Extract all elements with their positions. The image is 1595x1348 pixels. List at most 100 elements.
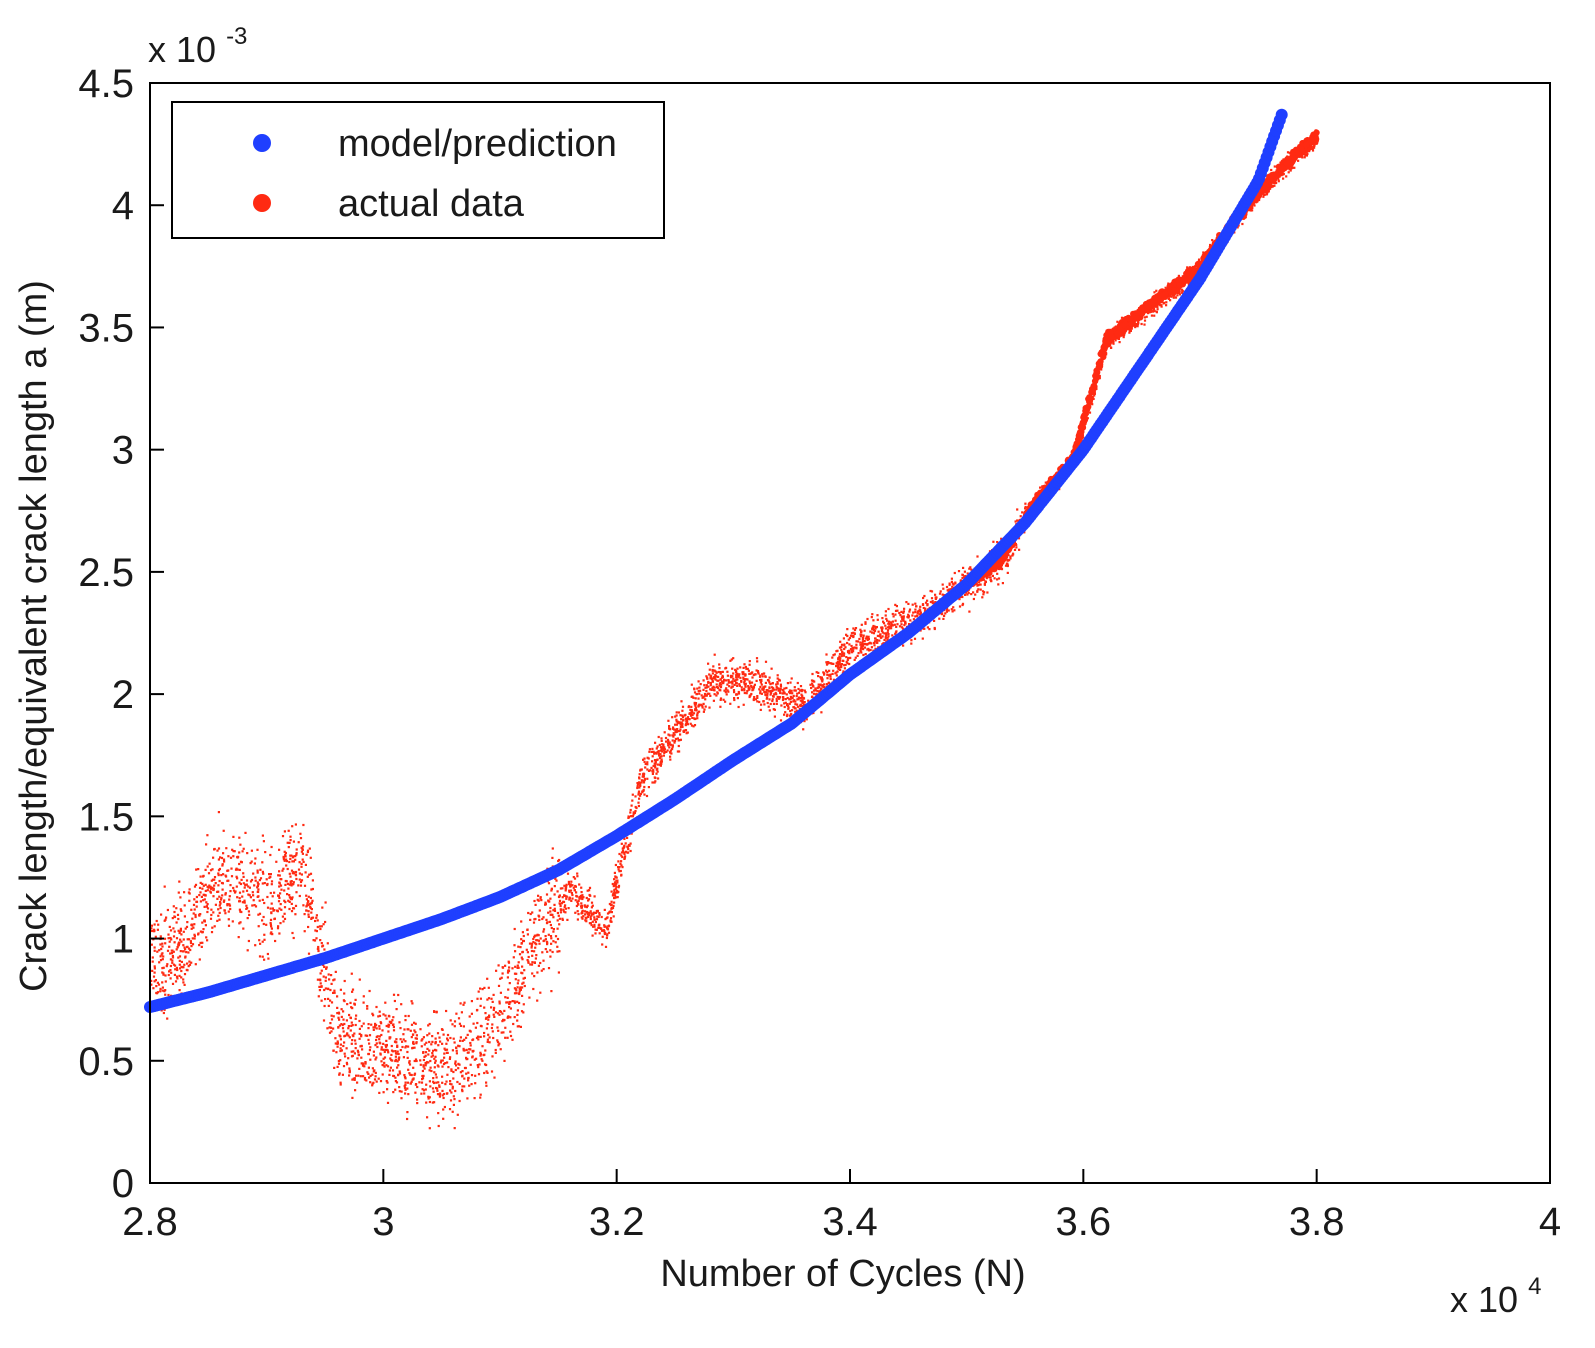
actual-data-point — [227, 869, 230, 872]
actual-data-point — [801, 694, 804, 697]
actual-data-point — [1111, 339, 1115, 342]
actual-data-point — [332, 979, 335, 982]
actual-data-point — [168, 940, 171, 943]
actual-data-point — [443, 1047, 446, 1050]
actual-data-point — [1147, 312, 1150, 315]
actual-data-point — [509, 1030, 512, 1033]
actual-data-point — [188, 938, 191, 941]
actual-data-point — [302, 823, 305, 827]
actual-data-point — [229, 884, 232, 887]
actual-data-point — [336, 1040, 339, 1043]
actual-data-point — [576, 872, 579, 875]
actual-data-point — [506, 1001, 509, 1004]
actual-data-point — [486, 1022, 489, 1026]
actual-data-point — [1153, 314, 1156, 317]
actual-data-point — [213, 878, 216, 881]
actual-data-point — [1297, 159, 1300, 162]
actual-data-point — [657, 735, 660, 739]
actual-data-point — [162, 966, 165, 969]
actual-data-point — [694, 704, 697, 708]
actual-data-point — [178, 963, 181, 966]
actual-data-point — [173, 930, 176, 933]
actual-data-point — [686, 723, 689, 726]
actual-data-point — [982, 578, 985, 581]
actual-data-point — [253, 862, 256, 865]
actual-data-point — [311, 887, 314, 891]
actual-data-point — [520, 942, 523, 945]
actual-data-point — [459, 1024, 463, 1027]
actual-data-point — [738, 683, 741, 686]
actual-data-point — [885, 633, 888, 636]
actual-data-point — [581, 894, 584, 897]
actual-data-point — [902, 644, 905, 647]
actual-data-point — [680, 700, 683, 703]
actual-data-point — [848, 662, 851, 666]
actual-data-point — [222, 858, 226, 861]
actual-data-point — [351, 1039, 354, 1042]
actual-data-point — [429, 1066, 432, 1069]
actual-data-point — [664, 736, 668, 740]
actual-data-point — [179, 938, 182, 941]
actual-data-point — [924, 608, 927, 611]
actual-data-point — [1004, 564, 1008, 567]
actual-data-point — [780, 704, 783, 707]
actual-data-point — [655, 768, 658, 771]
actual-data-point — [337, 1011, 340, 1014]
actual-data-point — [189, 941, 193, 945]
actual-data-point — [442, 1092, 445, 1096]
actual-data-point — [751, 676, 754, 679]
actual-data-point — [309, 856, 312, 859]
actual-data-point — [449, 1019, 452, 1022]
actual-data-point — [323, 948, 326, 951]
actual-data-point — [436, 1032, 440, 1035]
actual-data-point — [160, 1009, 163, 1012]
actual-data-point — [549, 923, 552, 927]
actual-data-point — [173, 910, 176, 914]
actual-data-point — [175, 921, 178, 924]
actual-data-point — [594, 911, 598, 914]
actual-data-point — [235, 875, 238, 878]
actual-data-point — [742, 676, 745, 679]
actual-data-point — [846, 634, 849, 638]
actual-data-point — [779, 685, 783, 688]
actual-data-point — [485, 1063, 488, 1067]
actual-data-point — [880, 629, 884, 632]
actual-data-point — [1150, 314, 1153, 317]
actual-data-point — [368, 1076, 371, 1079]
actual-data-point — [273, 891, 276, 894]
actual-data-point — [586, 904, 589, 907]
actual-data-point — [437, 1081, 440, 1084]
actual-data-point — [470, 1083, 473, 1086]
actual-data-point — [568, 898, 571, 901]
actual-data-point — [550, 937, 553, 940]
actual-data-point — [745, 678, 748, 681]
actual-data-point — [856, 654, 859, 657]
actual-data-point — [859, 650, 862, 653]
actual-data-point — [165, 965, 168, 968]
actual-data-point — [654, 780, 657, 783]
actual-data-point — [396, 1045, 399, 1048]
actual-data-point — [290, 884, 293, 887]
actual-data-point — [638, 777, 641, 780]
actual-data-point — [894, 613, 897, 616]
actual-data-point — [314, 929, 317, 932]
actual-data-point — [222, 852, 225, 855]
actual-data-point — [231, 920, 234, 923]
actual-data-point — [476, 997, 479, 1000]
actual-data-point — [430, 1069, 433, 1073]
actual-data-point — [353, 1032, 356, 1035]
actual-data-point — [503, 1009, 506, 1012]
actual-data-point — [744, 682, 747, 685]
actual-data-point — [283, 917, 287, 920]
actual-data-point — [644, 762, 647, 765]
actual-data-point — [402, 1033, 405, 1036]
actual-data-point — [744, 665, 747, 669]
actual-data-point — [487, 997, 491, 1000]
actual-data-point — [894, 619, 897, 622]
actual-data-point — [384, 1014, 387, 1017]
actual-data-point — [1265, 193, 1268, 196]
actual-data-point — [867, 649, 871, 652]
actual-data-point — [386, 1101, 390, 1104]
actual-data-point — [199, 881, 202, 884]
actual-data-point — [559, 887, 562, 890]
